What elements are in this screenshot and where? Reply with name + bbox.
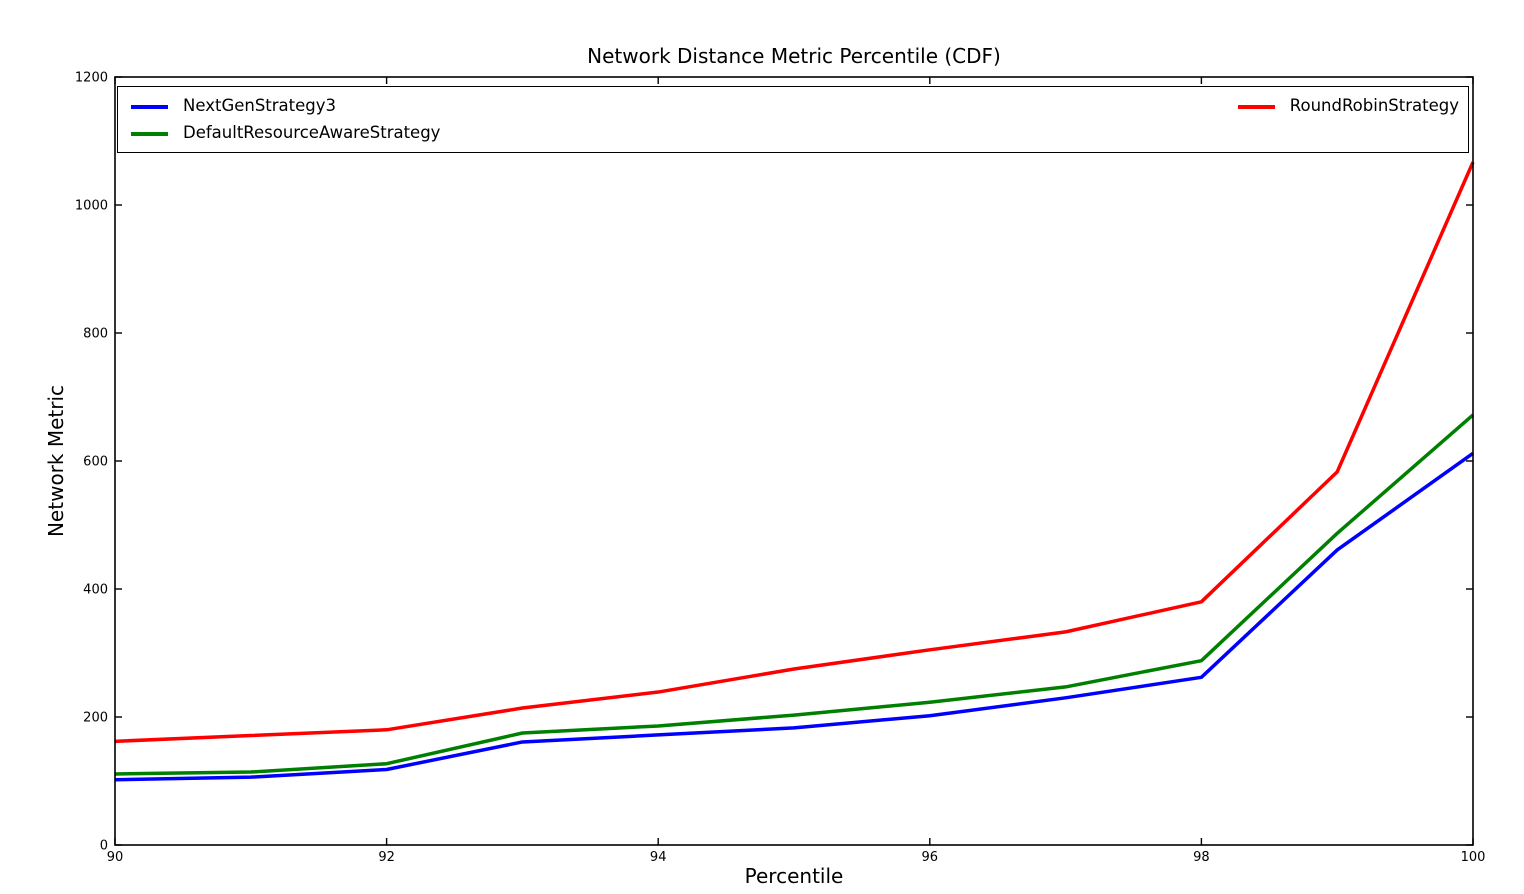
y-tick-label: 800 [83,327,108,342]
legend-line-sample-green [131,131,168,136]
legend-entry-roundrobinstrategy: RoundRobinStrategy [1237,93,1459,120]
x-tick-label: 96 [922,850,939,865]
y-tick-label: 600 [83,455,108,470]
series-line-defaultresourceawarestrategy [114,413,1475,776]
legend: NextGenStrategy3 DefaultResourceAwareStr… [117,86,1469,153]
legend-line-sample-blue [131,104,168,109]
legend-label: NextGenStrategy3 [183,96,337,116]
legend-entry-nextgenstrategy3: NextGenStrategy3 [131,93,440,120]
series-line-nextgenstrategy3 [114,451,1475,782]
x-tick-label: 92 [378,850,395,865]
legend-column-left: NextGenStrategy3 DefaultResourceAwareStr… [131,93,440,147]
series-line-roundrobinstrategy [114,161,1475,744]
legend-label: RoundRobinStrategy [1289,96,1459,116]
y-axis-label: Network Metric [44,384,68,538]
x-tick-label: 98 [1193,850,1210,865]
plot-border [114,76,1474,846]
x-tick-label: 100 [1461,850,1486,865]
y-tick-label: 0 [100,839,108,854]
y-tick-label: 200 [83,711,108,726]
x-axis-label: Percentile [744,864,844,888]
y-tick-label: 1200 [75,71,108,86]
legend-line-sample-red [1237,104,1275,109]
x-tick-label: 94 [650,850,667,865]
y-tick-label: 1000 [75,199,108,214]
legend-label: DefaultResourceAwareStrategy [183,123,441,143]
x-tick-label: 90 [107,850,124,865]
chart-title: Network Distance Metric Percentile (CDF) [587,44,1001,68]
legend-column-right: RoundRobinStrategy [1237,93,1459,120]
y-tick-label: 400 [83,583,108,598]
legend-entry-defaultresourceawarestrategy: DefaultResourceAwareStrategy [131,120,440,147]
